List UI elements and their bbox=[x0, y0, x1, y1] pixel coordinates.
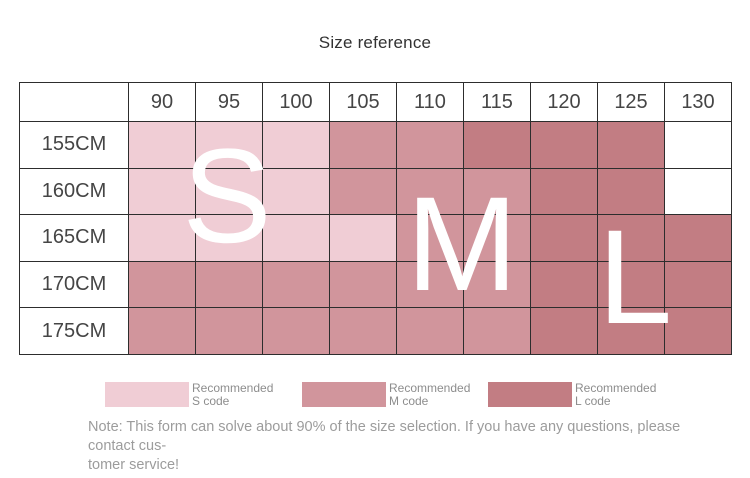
size-cell-165CM-95 bbox=[195, 214, 263, 262]
col-header-110: 110 bbox=[396, 82, 464, 122]
legend-swatch-M bbox=[302, 382, 386, 407]
size-cell-160CM-115 bbox=[463, 167, 531, 216]
size-cell-175CM-130 bbox=[664, 307, 732, 355]
size-cell-165CM-105 bbox=[329, 214, 397, 262]
corner-cell bbox=[19, 82, 129, 122]
table-row: 175CM bbox=[19, 307, 732, 355]
size-cell-170CM-100 bbox=[262, 260, 330, 309]
table-row: 155CM bbox=[19, 121, 732, 169]
size-cell-155CM-120 bbox=[530, 121, 598, 169]
legend-swatch-L bbox=[488, 382, 572, 407]
legend-line2: S code bbox=[192, 394, 230, 408]
row-header-155CM: 155CM bbox=[19, 121, 129, 169]
size-cell-160CM-90 bbox=[128, 167, 196, 216]
note-line-2: tomer service! bbox=[88, 457, 180, 473]
col-header-120: 120 bbox=[530, 82, 598, 122]
col-header-90: 90 bbox=[128, 82, 196, 122]
size-cell-175CM-100 bbox=[262, 307, 330, 355]
size-cell-170CM-105 bbox=[329, 260, 397, 309]
size-cell-160CM-95 bbox=[195, 167, 263, 216]
size-cell-165CM-100 bbox=[262, 214, 330, 262]
size-cell-175CM-105 bbox=[329, 307, 397, 355]
size-cell-175CM-120 bbox=[530, 307, 598, 355]
size-cell-155CM-105 bbox=[329, 121, 397, 169]
size-cell-170CM-110 bbox=[396, 260, 464, 309]
size-cell-170CM-90 bbox=[128, 260, 196, 309]
size-cell-165CM-90 bbox=[128, 214, 196, 262]
size-grid: 90 95 100 105 110 115 120 125 130 155CM 160CM 165C… bbox=[19, 82, 732, 355]
size-cell-170CM-120 bbox=[530, 260, 598, 309]
size-cell-155CM-110 bbox=[396, 121, 464, 169]
size-cell-160CM-105 bbox=[329, 167, 397, 216]
size-cell-160CM-130 bbox=[664, 167, 732, 216]
row-header-170CM: 170CM bbox=[19, 260, 129, 309]
size-cell-170CM-130 bbox=[664, 260, 732, 309]
legend-item-M: Recommended M code bbox=[302, 382, 470, 408]
header-row: 90 95 100 105 110 115 120 125 130 bbox=[19, 82, 732, 122]
legend-line1: Recommended bbox=[389, 381, 471, 395]
size-cell-160CM-125 bbox=[597, 167, 665, 216]
legend-label-L: Recommended L code bbox=[575, 382, 656, 408]
legend-label-S: Recommended S code bbox=[192, 382, 273, 408]
size-cell-175CM-115 bbox=[463, 307, 531, 355]
legend-line2: L code bbox=[575, 394, 611, 408]
size-cell-175CM-125 bbox=[597, 307, 665, 355]
size-cell-175CM-110 bbox=[396, 307, 464, 355]
col-header-95: 95 bbox=[195, 82, 263, 122]
legend-item-S: Recommended S code bbox=[105, 382, 273, 408]
size-cell-165CM-115 bbox=[463, 214, 531, 262]
legend-label-M: Recommended M code bbox=[389, 382, 470, 408]
col-header-125: 125 bbox=[597, 82, 665, 122]
legend-line2: M code bbox=[389, 394, 429, 408]
size-cell-165CM-125 bbox=[597, 214, 665, 262]
size-cell-155CM-115 bbox=[463, 121, 531, 169]
size-cell-165CM-120 bbox=[530, 214, 598, 262]
size-cell-155CM-100 bbox=[262, 121, 330, 169]
page-title: Size reference bbox=[318, 33, 432, 52]
size-cell-175CM-95 bbox=[195, 307, 263, 355]
size-cell-155CM-125 bbox=[597, 121, 665, 169]
size-cell-165CM-110 bbox=[396, 214, 464, 262]
col-header-115: 115 bbox=[463, 82, 531, 122]
note-line-1: Note: This form can solve about 90% of t… bbox=[88, 419, 681, 454]
note-text: Note: This form can solve about 90% of t… bbox=[88, 418, 688, 475]
col-header-130: 130 bbox=[664, 82, 732, 122]
size-table: 90 95 100 105 110 115 120 125 130 155CM 160CM 165C… bbox=[19, 82, 732, 355]
row-header-165CM: 165CM bbox=[19, 214, 129, 262]
legend-swatch-S bbox=[105, 382, 189, 407]
size-cell-170CM-125 bbox=[597, 260, 665, 309]
size-cell-155CM-90 bbox=[128, 121, 196, 169]
size-cell-155CM-130 bbox=[664, 121, 732, 169]
size-cell-175CM-90 bbox=[128, 307, 196, 355]
size-cell-160CM-110 bbox=[396, 167, 464, 216]
row-header-160CM: 160CM bbox=[19, 167, 129, 216]
col-header-100: 100 bbox=[262, 82, 330, 122]
size-cell-160CM-100 bbox=[262, 167, 330, 216]
legend-item-L: Recommended L code bbox=[488, 382, 656, 408]
size-cell-170CM-95 bbox=[195, 260, 263, 309]
size-cell-170CM-115 bbox=[463, 260, 531, 309]
table-row: 170CM bbox=[19, 260, 732, 309]
col-header-105: 105 bbox=[329, 82, 397, 122]
size-cell-155CM-95 bbox=[195, 121, 263, 169]
table-row: 160CM bbox=[19, 167, 732, 216]
size-cell-165CM-130 bbox=[664, 214, 732, 262]
row-header-175CM: 175CM bbox=[19, 307, 129, 355]
legend-line1: Recommended bbox=[192, 381, 274, 395]
size-cell-160CM-120 bbox=[530, 167, 598, 216]
legend-line1: Recommended bbox=[575, 381, 657, 395]
table-row: 165CM bbox=[19, 214, 732, 262]
